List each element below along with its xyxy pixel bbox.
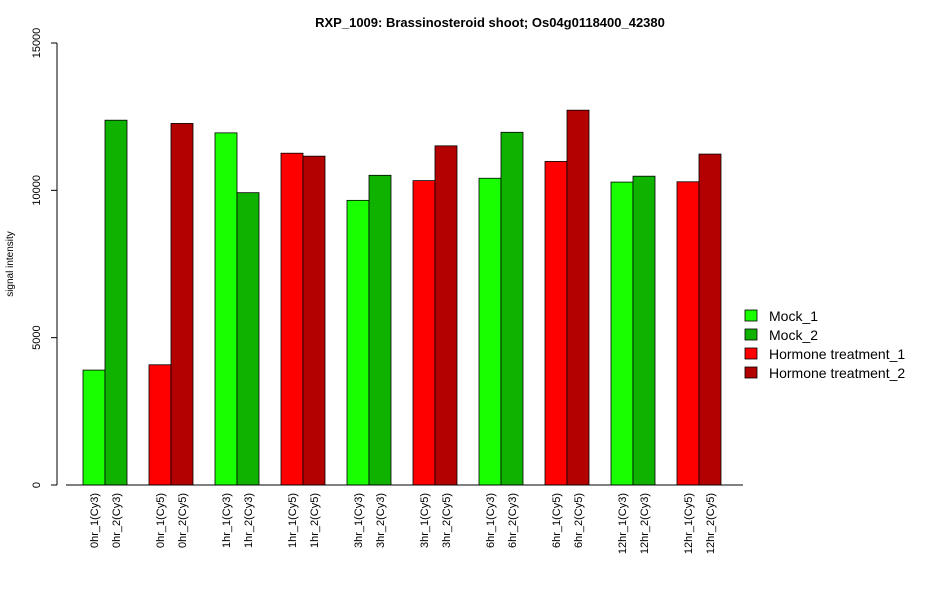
bar (302, 155, 326, 486)
bar (214, 132, 238, 486)
bar (82, 369, 106, 486)
bar (434, 145, 458, 486)
legend-label: Hormone treatment_2 (769, 365, 905, 381)
bar (412, 180, 436, 486)
x-tick-label: 12hr_2(Cy5) (705, 493, 717, 554)
bar (566, 109, 590, 486)
x-tick-label: 0hr_1(Cy5) (155, 493, 167, 548)
y-tick-label: 5000 (31, 325, 43, 349)
bar (478, 177, 502, 486)
bar (368, 174, 392, 486)
legend: Mock_1 Mock_2 Hormone treatment_1 Hormone t… (744, 308, 905, 381)
bar (236, 192, 260, 486)
bar (346, 199, 370, 486)
bar (500, 131, 524, 486)
x-tick-label: 0hr_1(Cy3) (89, 493, 101, 548)
y-axis: 0 5000 10000 15000 (31, 28, 58, 488)
x-tick-label: 1hr_1(Cy5) (287, 493, 299, 548)
x-tick-label: 3hr_2(Cy3) (375, 493, 387, 548)
x-tick-label: 12hr_1(Cy5) (683, 493, 695, 554)
bar (676, 181, 700, 486)
x-tick-label: 6hr_1(Cy3) (485, 493, 497, 548)
x-tick-label: 6hr_2(Cy3) (507, 493, 519, 548)
x-tick-label: 12hr_1(Cy3) (617, 493, 629, 554)
legend-label: Mock_2 (769, 327, 818, 343)
legend-label: Hormone treatment_1 (769, 346, 905, 362)
bars-group (82, 109, 722, 486)
x-tick-label: 6hr_2(Cy5) (573, 493, 585, 548)
y-tick-label: 15000 (31, 28, 43, 59)
bar (280, 152, 304, 486)
y-tick-label: 10000 (31, 175, 43, 206)
bar (104, 119, 128, 486)
x-tick-labels: 0hr_1(Cy3) 0hr_2(Cy3) 0hr_1(Cy5) 0hr_2(Cy5)… (89, 493, 717, 554)
x-tick-label: 0hr_2(Cy3) (111, 493, 123, 548)
x-tick-label: 1hr_2(Cy5) (309, 493, 321, 548)
y-axis-label: signal intensity (5, 231, 16, 297)
bar (698, 153, 722, 486)
x-tick-label: 6hr_1(Cy5) (551, 493, 563, 548)
legend-swatch (744, 309, 758, 322)
x-tick-label: 3hr_1(Cy5) (419, 493, 431, 548)
x-tick-label: 3hr_2(Cy5) (441, 493, 453, 548)
x-tick-label: 1hr_1(Cy3) (221, 493, 233, 548)
x-tick-label: 1hr_2(Cy3) (243, 493, 255, 548)
legend-swatch (744, 328, 758, 341)
bar (170, 123, 194, 486)
legend-swatch (744, 366, 758, 379)
bar (632, 175, 656, 486)
bar (610, 181, 634, 486)
x-tick-label: 3hr_1(Cy3) (353, 493, 365, 548)
x-tick-label: 12hr_2(Cy3) (639, 493, 651, 554)
chart-title: RXP_1009: Brassinosteroid shoot; Os04g01… (315, 15, 665, 30)
legend-swatch (744, 347, 758, 360)
x-tick-label: 0hr_2(Cy5) (177, 493, 189, 548)
bar (544, 161, 568, 486)
legend-label: Mock_1 (769, 308, 818, 324)
bar (148, 364, 172, 486)
y-tick-label: 0 (31, 482, 43, 488)
